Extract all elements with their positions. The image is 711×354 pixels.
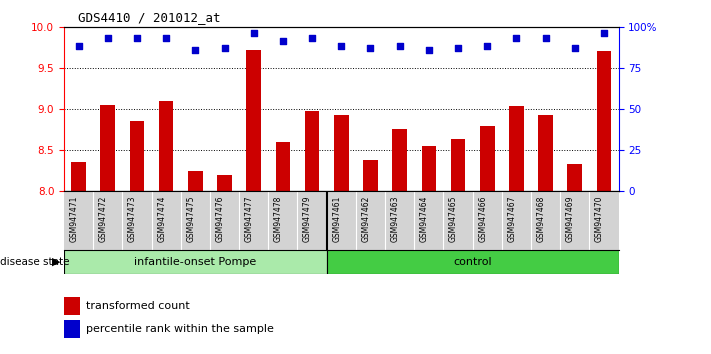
Text: control: control — [454, 257, 492, 267]
Bar — [509, 105, 524, 191]
Point — [132, 35, 143, 41]
Text: GSM947462: GSM947462 — [361, 196, 370, 242]
Point — [219, 45, 230, 51]
Point — [481, 44, 493, 49]
Text: percentile rank within the sample: percentile rank within the sample — [87, 324, 274, 334]
Bar — [276, 142, 290, 191]
Text: GSM947474: GSM947474 — [157, 196, 166, 242]
Point — [336, 44, 347, 49]
Text: GSM947472: GSM947472 — [99, 196, 108, 242]
Text: GSM947468: GSM947468 — [537, 196, 545, 242]
Text: ▶: ▶ — [52, 257, 60, 267]
Point — [394, 44, 405, 49]
Point — [452, 45, 464, 51]
Text: infantile-onset Pompe: infantile-onset Pompe — [134, 257, 257, 267]
Bar — [392, 129, 407, 191]
Bar — [422, 146, 436, 191]
Bar — [538, 115, 553, 191]
Bar — [334, 115, 348, 191]
Text: GSM947478: GSM947478 — [274, 196, 283, 242]
Point — [540, 35, 551, 41]
Text: GSM947477: GSM947477 — [245, 196, 254, 242]
Bar — [363, 160, 378, 191]
Bar — [567, 164, 582, 191]
Text: transformed count: transformed count — [87, 301, 190, 311]
Text: GSM947463: GSM947463 — [390, 196, 400, 242]
Bar — [100, 105, 115, 191]
Bar — [159, 101, 173, 191]
Point — [306, 35, 318, 41]
Text: GSM947479: GSM947479 — [303, 196, 312, 242]
Text: GSM947461: GSM947461 — [332, 196, 341, 242]
Text: GDS4410 / 201012_at: GDS4410 / 201012_at — [78, 11, 220, 24]
Text: GSM947471: GSM947471 — [70, 196, 79, 242]
Bar — [188, 171, 203, 191]
Point — [510, 35, 522, 41]
Point — [248, 30, 260, 36]
Bar — [451, 139, 465, 191]
Point — [102, 35, 114, 41]
Bar — [247, 50, 261, 191]
Point — [365, 45, 376, 51]
Point — [598, 30, 609, 36]
Text: GSM947465: GSM947465 — [449, 196, 458, 242]
Point — [161, 35, 172, 41]
Text: GSM947475: GSM947475 — [186, 196, 196, 242]
Bar — [64, 320, 80, 338]
Text: GSM947476: GSM947476 — [215, 196, 225, 242]
Bar — [218, 175, 232, 191]
Text: GSM947470: GSM947470 — [595, 196, 604, 242]
Bar — [129, 121, 144, 191]
Bar — [64, 250, 326, 274]
Text: GSM947466: GSM947466 — [479, 196, 487, 242]
Text: GSM947464: GSM947464 — [419, 196, 429, 242]
Bar — [326, 250, 619, 274]
Bar — [64, 297, 80, 314]
Bar — [480, 126, 495, 191]
Text: disease state: disease state — [0, 257, 70, 267]
Bar — [71, 162, 86, 191]
Text: GSM947467: GSM947467 — [508, 196, 516, 242]
Point — [277, 39, 289, 44]
Bar — [597, 51, 611, 191]
Bar — [305, 110, 319, 191]
Point — [423, 47, 434, 52]
Point — [569, 45, 580, 51]
Point — [73, 44, 85, 49]
Text: GSM947469: GSM947469 — [566, 196, 574, 242]
Text: GSM947473: GSM947473 — [128, 196, 137, 242]
Point — [190, 47, 201, 52]
